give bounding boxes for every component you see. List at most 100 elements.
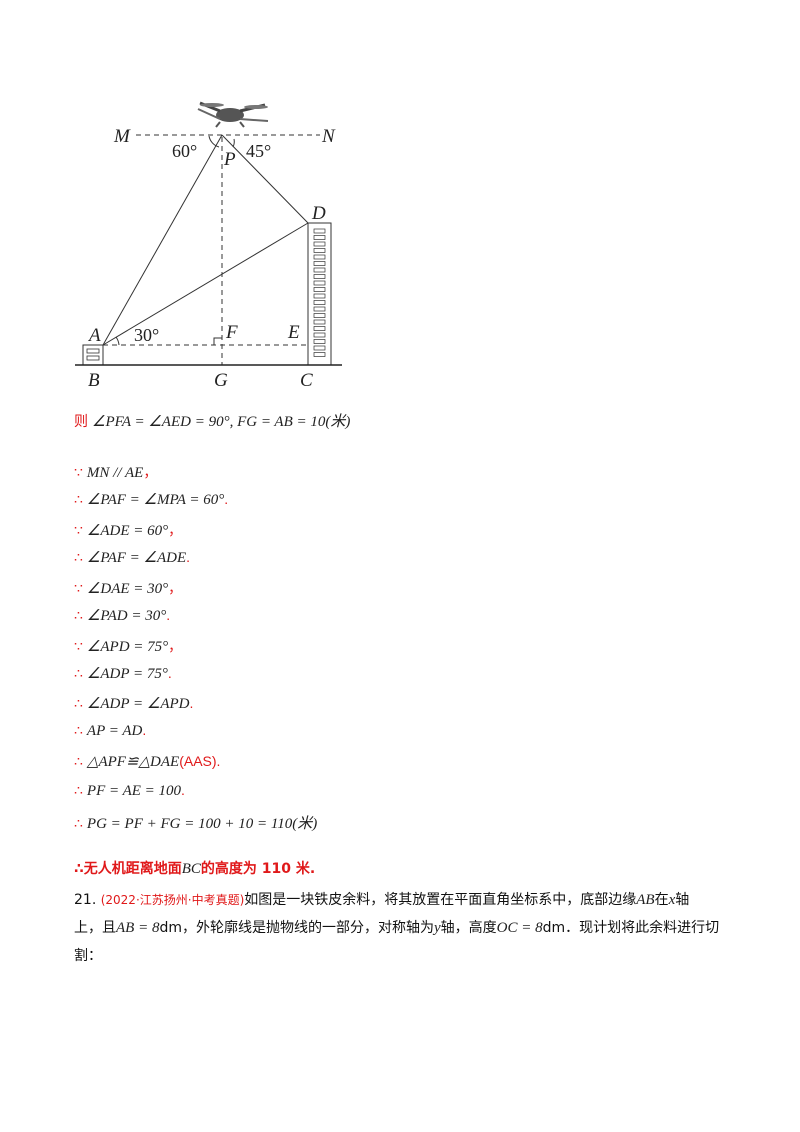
step-math: ∠ADP = ∠APD <box>86 696 190 712</box>
building-window <box>313 313 326 318</box>
step-suffix: . <box>142 722 147 738</box>
problem-text-4: 上，且 <box>74 920 116 936</box>
building-window <box>313 254 326 260</box>
step-math: ∠ADE = 60° <box>86 523 169 539</box>
building-window <box>313 339 326 344</box>
step-suffix: . <box>224 491 229 507</box>
solution-step: ∴ PF = AE = 100. <box>74 782 185 800</box>
conclusion-math: BC <box>181 861 201 877</box>
angle-arc-mpa <box>208 135 220 148</box>
step-prefix: ∵ <box>74 464 83 480</box>
step-prefix: ∵ <box>74 638 83 654</box>
problem-math-ab: AB <box>636 892 655 908</box>
problem-text-1: 如图是一块铁皮余料，将其放置在平面直角坐标系中，底部边缘 <box>244 892 637 908</box>
solution-step: ∴ AP = AD. <box>74 722 146 740</box>
step-math: △APF≌△DAE <box>86 754 180 770</box>
step-suffix: . <box>186 549 191 565</box>
step-suffix: (AAS). <box>179 753 221 769</box>
conclusion-line: ∴无人机距离地面BC的高度为 110 米. <box>74 858 315 878</box>
label-d: D <box>311 203 326 224</box>
solution-step: ∵ ∠DAE = 30°， <box>74 578 182 598</box>
solution-step: ∵ MN // AE， <box>74 462 157 482</box>
building-window <box>313 345 326 351</box>
step-prefix: ∵ <box>74 580 83 596</box>
step-prefix: 则 <box>74 413 88 429</box>
step-prefix: ∴ <box>74 753 83 769</box>
building-window <box>313 319 326 325</box>
problem-number: 21. <box>74 892 97 908</box>
building-window <box>313 352 326 357</box>
building-window <box>313 326 326 331</box>
building-window <box>313 248 326 253</box>
step-math: AP = AD <box>86 723 143 739</box>
label-c: C <box>300 370 313 391</box>
label-n: N <box>321 126 336 147</box>
problem-math-y: y <box>433 920 441 936</box>
solution-step: ∵ ∠ADE = 60°， <box>74 520 182 540</box>
step-math: MN // AE <box>86 465 144 481</box>
solution-step: 则 ∠PFA = ∠AED = 90°, FG = AB = 10(米) <box>74 410 350 431</box>
geometry-figure: M N P 60° 45° D A 30° F E B G C <box>75 101 342 391</box>
step-suffix: . <box>189 695 194 711</box>
step-prefix: ∴ <box>74 491 83 507</box>
building-window <box>313 235 326 240</box>
problem-math-x: x <box>668 892 676 908</box>
building-window <box>313 306 326 312</box>
segment-ad <box>102 222 309 346</box>
step-suffix: . <box>166 607 171 623</box>
building-window <box>313 293 326 299</box>
step-prefix: ∴ <box>74 782 83 798</box>
building-window <box>313 332 326 338</box>
conclusion-prefix: ∴无人机距离地面 <box>74 861 182 877</box>
step-prefix: ∴ <box>74 549 83 565</box>
building-window <box>313 274 326 279</box>
right-angle-mark <box>213 337 222 345</box>
angle-label-dae: 30° <box>134 325 159 345</box>
step-suffix: . <box>167 665 172 681</box>
building-window <box>313 228 326 234</box>
solution-step: ∴ ∠PAF = ∠MPA = 60°. <box>74 490 228 509</box>
problem-text-6: 轴，高度 <box>440 920 497 936</box>
conclusion-suffix: 的高度为 110 米. <box>200 861 316 877</box>
step-math: ∠ADP = 75° <box>86 666 168 682</box>
step-prefix: ∴ <box>74 665 83 681</box>
step-suffix: ， <box>143 464 158 480</box>
building-window <box>313 261 326 266</box>
building-window <box>313 267 326 273</box>
building-window <box>313 241 326 247</box>
solution-step: ∵ ∠APD = 75°， <box>74 636 182 656</box>
angle-label-mpa: 60° <box>172 141 197 161</box>
label-m: M <box>113 126 131 147</box>
label-b: B <box>88 370 100 391</box>
solution-step: ∴ △APF≌△DAE(AAS). <box>74 752 220 771</box>
step-math: ∠PAF = ∠MPA = 60° <box>86 492 225 508</box>
label-e: E <box>287 322 300 343</box>
step-prefix: ∴ <box>74 695 83 711</box>
solution-step: ∴ ∠PAD = 30°. <box>74 606 170 625</box>
step-prefix: ∵ <box>74 522 83 538</box>
step-prefix: ∴ <box>74 607 83 623</box>
building-ab <box>82 344 104 366</box>
step-prefix: ∴ <box>74 815 83 831</box>
angle-arc-dae <box>115 336 120 346</box>
building-window <box>313 287 326 292</box>
step-math: ∠PAF = ∠ADE <box>86 550 187 566</box>
building-window <box>313 280 326 286</box>
label-f: F <box>225 322 238 343</box>
building-dc <box>307 222 332 366</box>
problem-21: 21. (2022·江苏扬州·中考真题)如图是一块铁皮余料，将其放置在平面直角坐… <box>74 886 734 970</box>
step-suffix: ， <box>168 580 183 596</box>
label-g: G <box>214 370 228 391</box>
step-math: PG = PF + FG = 100 + 10 = 110(米) <box>86 816 318 832</box>
segment-pd <box>221 134 309 224</box>
problem-text-2: 在 <box>654 892 669 908</box>
problem-source-tag: (2022·江苏扬州·中考真题) <box>100 893 245 907</box>
building-window <box>313 300 326 305</box>
problem-math-oc8: OC = 8 <box>496 920 543 936</box>
label-p: P <box>223 149 236 170</box>
problem-text-7: dm．现计划将此余料进行切 <box>542 920 720 936</box>
problem-text-8: 割： <box>74 948 102 964</box>
step-math: ∠DAE = 30° <box>86 581 169 597</box>
solution-step: ∴ ∠ADP = 75°. <box>74 664 172 683</box>
step-prefix: ∴ <box>74 722 83 738</box>
